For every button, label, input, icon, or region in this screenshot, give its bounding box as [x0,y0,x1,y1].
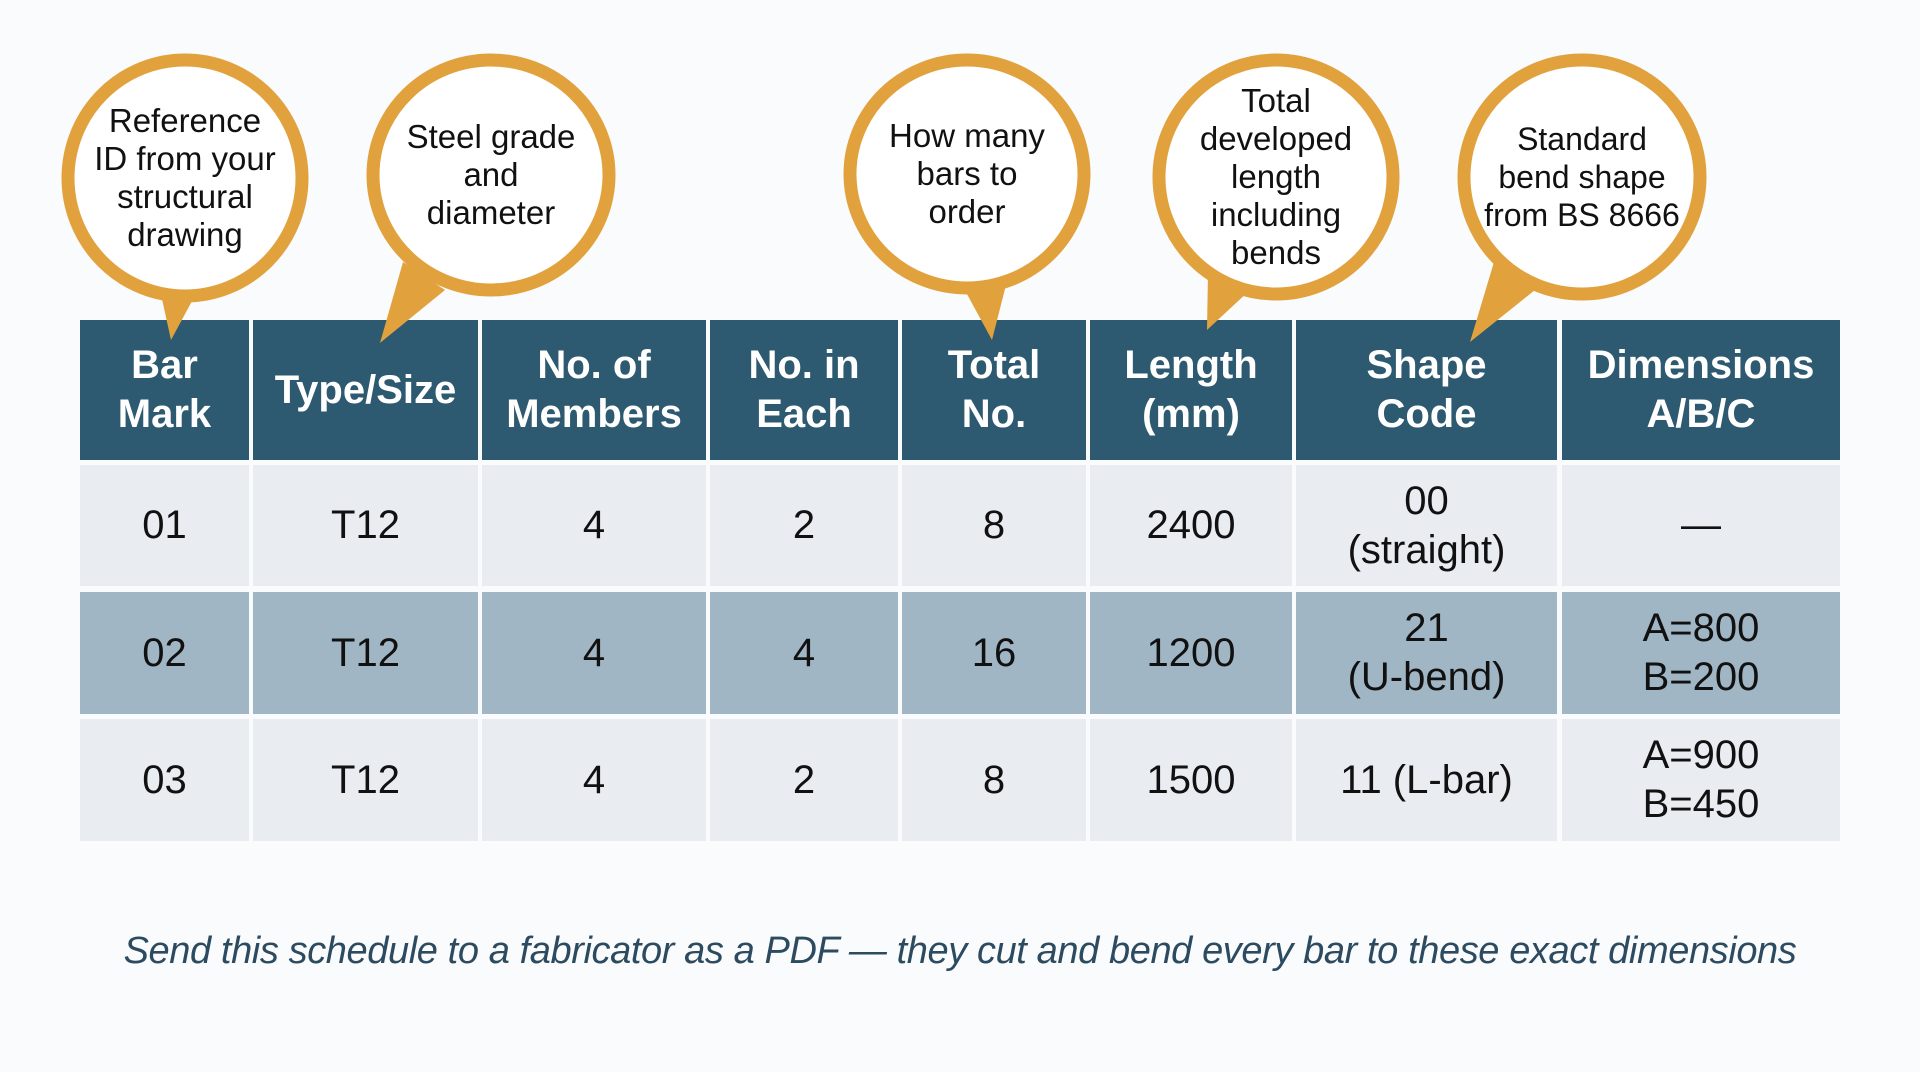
header-shape-code: Shape Code [1296,320,1557,460]
cell-bar-mark: 01 [80,465,249,586]
callout-shape-code-text: Standard bend shape from BS 8666 [1484,121,1680,233]
cell-no-of-members: 4 [482,719,706,841]
cell-total-no: 16 [902,592,1086,714]
cell-bar-mark: 02 [80,592,249,714]
header-type-size: Type/Size [253,320,478,460]
footer-caption: Send this schedule to a fabricator as a … [123,930,1797,972]
header-length: Length (mm) [1090,320,1292,460]
callout-layer: Reference ID from your structural drawin… [0,0,1920,360]
table-row: 01 T12 4 2 8 2400 00 (straight) — [80,465,1840,586]
cell-bar-mark: 03 [80,719,249,841]
callout-length-text: Total developed length including bends [1199,82,1353,271]
cell-type-size: T12 [253,465,478,586]
cell-length: 2400 [1090,465,1292,586]
cell-no-of-members: 4 [482,592,706,714]
header-no-in-each: No. in Each [710,320,898,460]
header-dimensions: Dimensions A/B/C [1562,320,1840,460]
cell-dimensions: A=800 B=200 [1562,592,1840,714]
table-row: 02 T12 4 4 16 1200 21 (U-bend) A=800 B=2… [80,592,1840,714]
cell-length: 1200 [1090,592,1292,714]
header-bar-mark: Bar Mark [80,320,249,460]
cell-dimensions: — [1562,465,1840,586]
header-total-no: Total No. [902,320,1086,460]
cell-shape-code: 00 (straight) [1296,465,1557,586]
cell-dimensions: A=900 B=450 [1562,719,1840,841]
cell-no-in-each: 2 [710,719,898,841]
cell-no-in-each: 2 [710,465,898,586]
cell-shape-code: 11 (L-bar) [1296,719,1557,841]
header-no-of-members: No. of Members [482,320,706,460]
cell-total-no: 8 [902,719,1086,841]
cell-shape-code: 21 (U-bend) [1296,592,1557,714]
callout-type-size-text: Steel grade and diameter [406,118,576,231]
cell-type-size: T12 [253,592,478,714]
table-header-row: Bar Mark Type/Size No. of Members No. in… [80,320,1840,460]
cell-no-of-members: 4 [482,465,706,586]
table-row: 03 T12 4 2 8 1500 11 (L-bar) A=900 B=450 [80,719,1840,841]
cell-type-size: T12 [253,719,478,841]
callout-bar-mark-text: Reference ID from your structural drawin… [94,102,276,253]
callout-total-no-text: How many bars to order [889,117,1045,230]
cell-length: 1500 [1090,719,1292,841]
cell-no-in-each: 4 [710,592,898,714]
cell-total-no: 8 [902,465,1086,586]
